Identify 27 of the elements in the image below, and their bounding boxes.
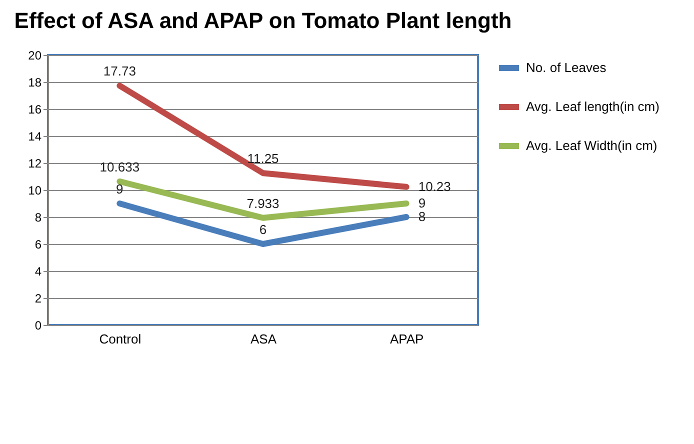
data-label: 17.73 [103,64,136,79]
y-tick-label: 14 [28,130,42,144]
data-label: 9 [116,182,124,196]
y-tick-label: 6 [34,238,42,252]
legend-label: Avg. Leaf Width(in cm) [526,138,658,153]
y-tick-label: 10 [28,184,42,198]
data-label: 10.633 [100,159,140,174]
y-tick-label: 0 [34,318,42,332]
x-tick-label: APAP [390,332,424,346]
data-label: 7.933 [246,196,280,211]
data-label: 8 [418,209,426,224]
y-tick-label: 2 [34,292,42,306]
data-label: 11.25 [247,151,279,166]
y-tick-label: 4 [34,264,42,278]
y-tick-label: 18 [28,76,42,90]
y-tick-label: 20 [28,48,42,62]
x-tick-label: ASA [250,332,277,346]
data-label: 6 [259,222,267,237]
chart-title: Effect of ASA and APAP on Tomato Plant length [14,8,512,33]
legend-label: Avg. Leaf length(in cm) [526,99,660,114]
data-label: 10.23 [418,178,451,194]
y-tick-label: 8 [34,210,42,224]
y-tick-label: 16 [28,102,42,116]
data-label: 9 [418,196,426,210]
legend-label: No. of Leaves [526,60,607,75]
y-tick-label: 12 [28,156,42,170]
x-tick-label: Control [99,332,142,346]
